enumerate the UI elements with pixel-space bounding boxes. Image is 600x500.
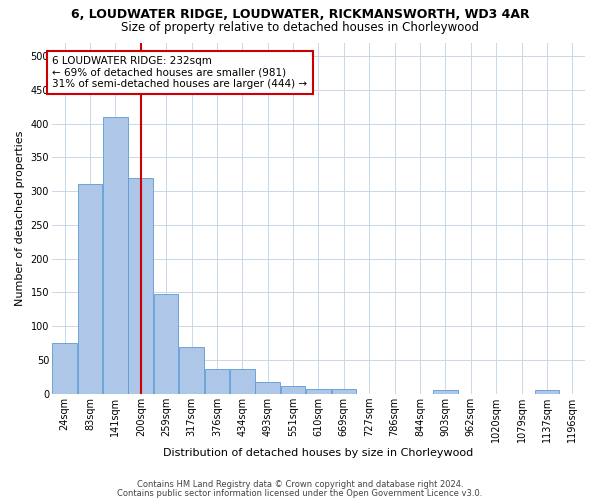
Text: Contains HM Land Registry data © Crown copyright and database right 2024.: Contains HM Land Registry data © Crown c… (137, 480, 463, 489)
Bar (332, 389, 356, 394)
Bar (103, 117, 128, 394)
Bar (535, 390, 559, 394)
Bar (281, 386, 305, 394)
Bar (154, 294, 178, 394)
Bar (433, 390, 458, 394)
Text: Size of property relative to detached houses in Chorleywood: Size of property relative to detached ho… (121, 21, 479, 34)
Bar (205, 369, 229, 394)
Bar (179, 346, 204, 394)
Bar (230, 369, 254, 394)
Y-axis label: Number of detached properties: Number of detached properties (15, 130, 25, 306)
Text: Contains public sector information licensed under the Open Government Licence v3: Contains public sector information licen… (118, 488, 482, 498)
Text: 6, LOUDWATER RIDGE, LOUDWATER, RICKMANSWORTH, WD3 4AR: 6, LOUDWATER RIDGE, LOUDWATER, RICKMANSW… (71, 8, 529, 20)
Bar (128, 178, 153, 394)
Bar (306, 389, 331, 394)
Text: 6 LOUDWATER RIDGE: 232sqm
← 69% of detached houses are smaller (981)
31% of semi: 6 LOUDWATER RIDGE: 232sqm ← 69% of detac… (52, 56, 308, 89)
X-axis label: Distribution of detached houses by size in Chorleywood: Distribution of detached houses by size … (163, 448, 473, 458)
Bar (52, 343, 77, 394)
Bar (256, 382, 280, 394)
Bar (78, 184, 103, 394)
